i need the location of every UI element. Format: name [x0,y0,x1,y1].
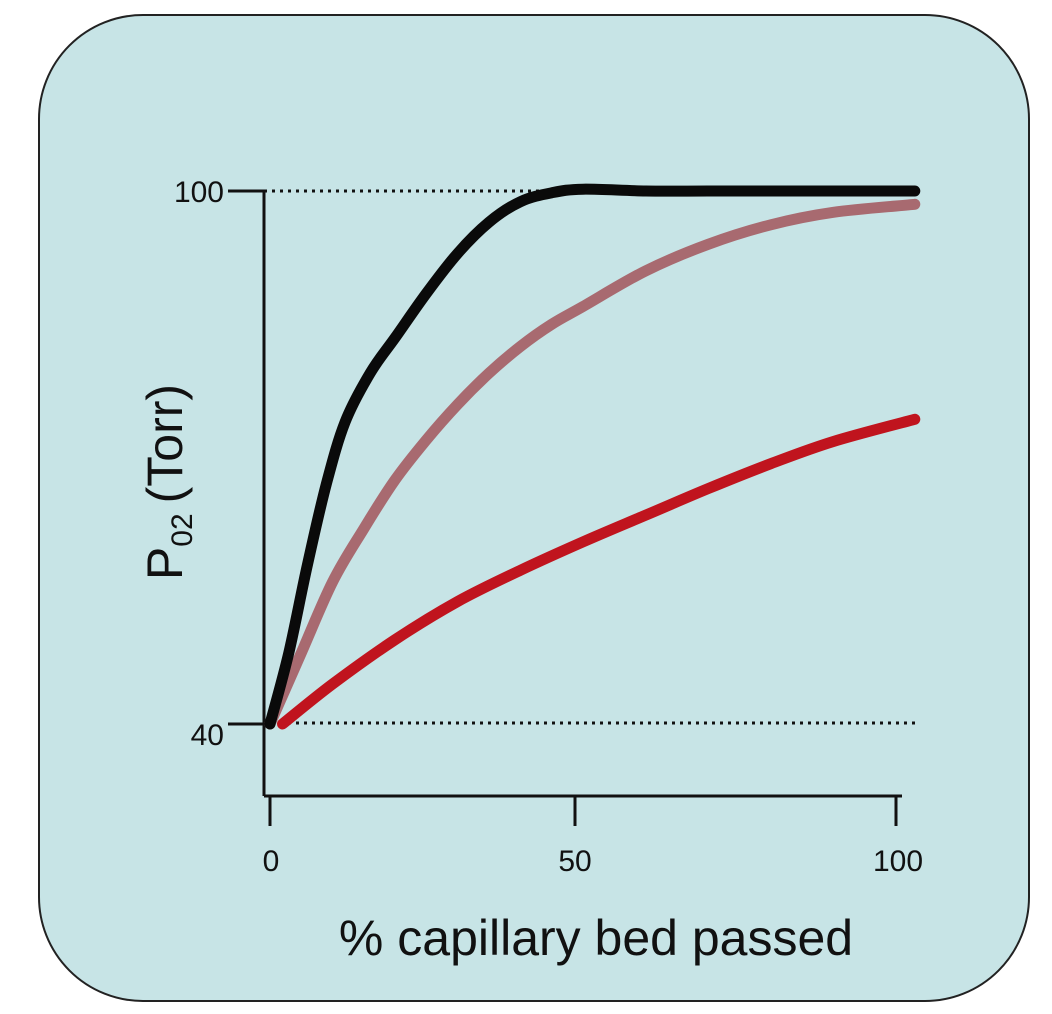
y-tick-label-40: 40 [191,719,224,752]
series-line-black [264,183,921,730]
y-axis-label-subscript: 02 [166,513,199,546]
series-line-red [277,413,921,730]
y-tick-label-100: 100 [174,176,224,209]
series-line-mauve [264,198,921,730]
y-axis-label-unit: (Torr) [137,384,193,503]
x-axis-label: % capillary bed passed [339,910,853,966]
x-tick-label-100: 100 [873,845,923,878]
y-axis-label-main: P [137,547,193,580]
x-tick-label-0: 0 [263,845,280,878]
chart-background-panel [38,14,1030,1002]
x-tick-label-50: 50 [558,845,591,878]
series-layer [264,183,921,730]
y-axis-label: P02 (Torr) [137,384,199,580]
